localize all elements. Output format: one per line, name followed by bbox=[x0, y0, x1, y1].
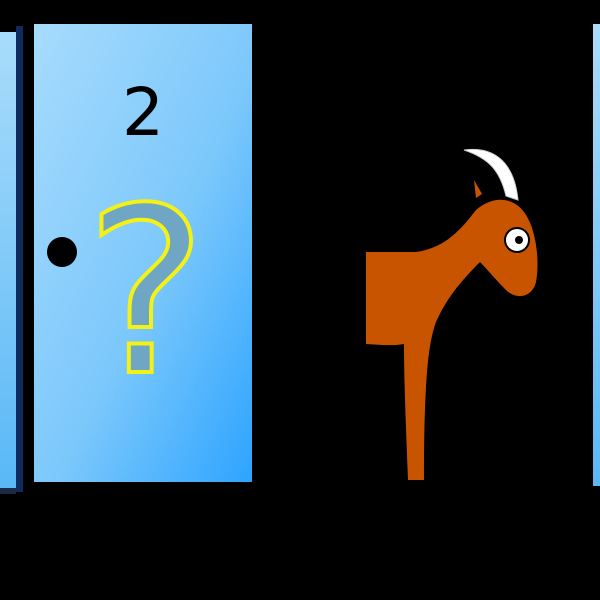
door-knob bbox=[47, 237, 77, 267]
door-2[interactable]: ? bbox=[34, 24, 252, 482]
left-door-edge[interactable] bbox=[0, 26, 23, 494]
right-door-edge[interactable] bbox=[593, 24, 600, 486]
goat-icon bbox=[366, 148, 538, 480]
question-mark-icon: ? bbox=[85, 160, 207, 427]
door-number-label: 2 bbox=[122, 74, 164, 151]
